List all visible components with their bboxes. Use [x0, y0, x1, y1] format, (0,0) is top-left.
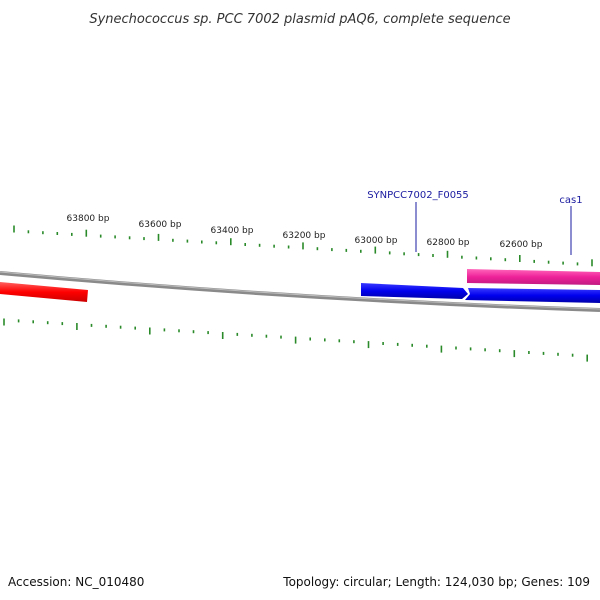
tick-label-62800: 62800 bp	[427, 238, 470, 248]
tick-label-63800: 63800 bp	[67, 214, 110, 224]
accession-label: Accession: NC_010480	[8, 575, 144, 589]
gene-label-synpcc7002-f0055[interactable]: SYNPCC7002_F0055	[367, 190, 469, 201]
tick-label-62600: 62600 bp	[500, 240, 543, 250]
tick-labels: 63800 bp 63600 bp 63400 bp 63200 bp 6300…	[67, 214, 543, 250]
backbone-circle	[0, 271, 600, 312]
tick-label-63600: 63600 bp	[139, 220, 182, 230]
inner-ticks	[3, 318, 589, 362]
gene-label-cas1[interactable]: cas1	[559, 195, 582, 206]
gene-red[interactable]	[0, 282, 88, 302]
map-title: Synechococcus sp. PCC 7002 plasmid pAQ6,…	[89, 12, 510, 27]
tick-label-63000: 63000 bp	[355, 236, 398, 246]
outer-ticks	[13, 225, 593, 267]
tick-label-63400: 63400 bp	[211, 226, 254, 236]
topology-summary: Topology: circular; Length: 124,030 bp; …	[282, 575, 590, 589]
backbone-highlight	[0, 271, 600, 310]
tick-label-63200: 63200 bp	[283, 231, 326, 241]
gene-cas1[interactable]	[467, 269, 600, 285]
gene-blue-2[interactable]	[465, 288, 600, 303]
gene-synpcc7002-f0055[interactable]	[361, 283, 468, 299]
